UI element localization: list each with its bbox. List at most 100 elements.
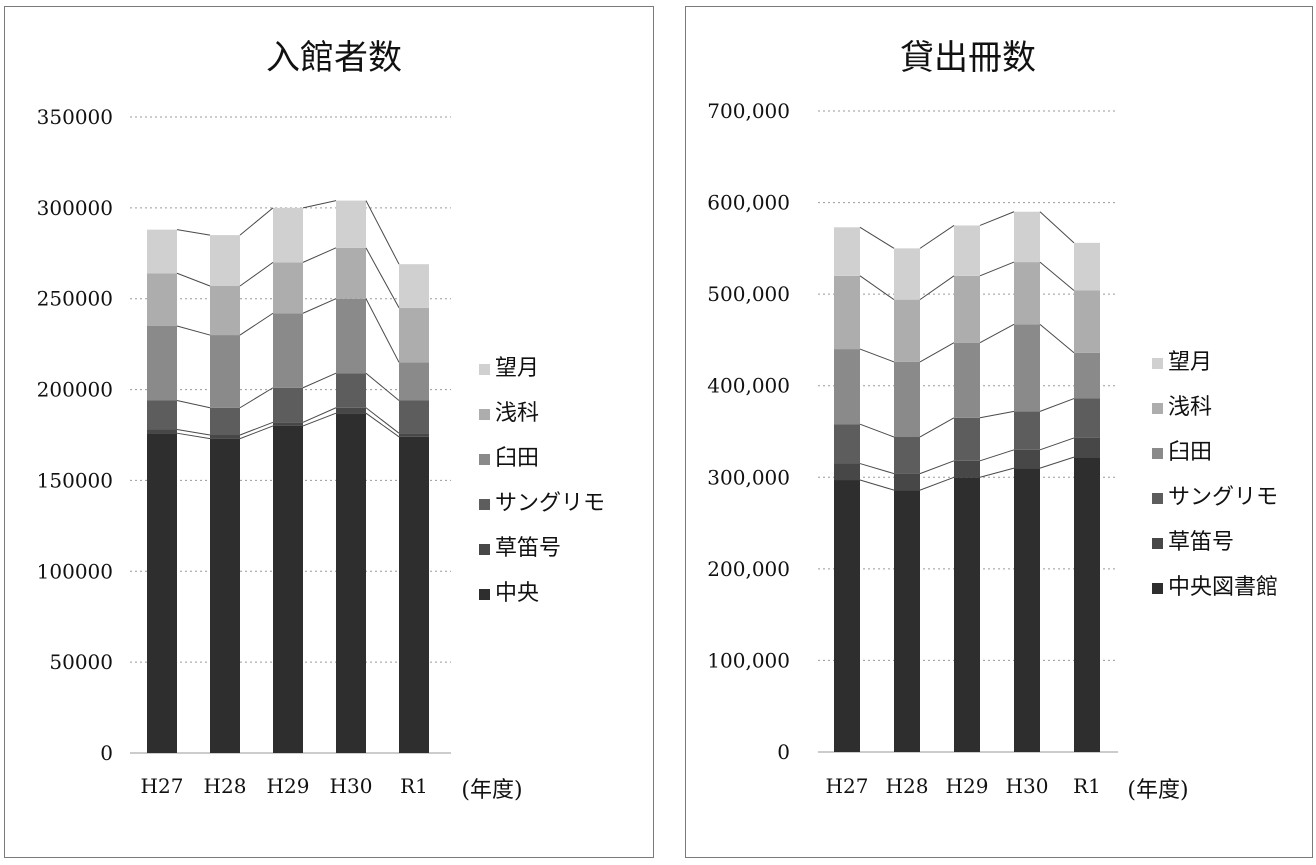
x-tick-label: H27	[826, 774, 869, 798]
y-tick-label: 150000	[37, 468, 113, 492]
series-connector-line	[365, 372, 400, 401]
series-connector-line	[919, 460, 955, 475]
legend-swatch	[1152, 583, 1163, 594]
series-connector-line	[859, 423, 895, 438]
bar-segment	[210, 335, 240, 408]
series-connector-line	[979, 323, 1015, 344]
bar-segment	[954, 460, 980, 478]
bar-segment	[273, 425, 303, 753]
series-connector-line	[302, 412, 337, 427]
series-connector-line	[302, 247, 337, 263]
series-connector-line	[239, 261, 274, 287]
series-connector-line	[1039, 211, 1075, 244]
series-connector-line	[859, 463, 895, 475]
series-connector-line	[919, 275, 955, 301]
series-connector-line	[1039, 456, 1075, 469]
bar-segment	[834, 227, 860, 276]
bar-segment	[273, 207, 303, 263]
bar-segment	[147, 433, 177, 753]
bar-segment	[273, 387, 303, 423]
series-connector-line	[176, 399, 211, 409]
y-tick-label: 200000	[37, 378, 113, 402]
x-tick-label: H28	[886, 774, 929, 798]
bar-segment	[894, 299, 920, 362]
legend-label: 中央図書館	[1168, 575, 1278, 600]
series-connector-line	[239, 425, 274, 440]
bar-segment	[1014, 262, 1040, 325]
bar-segment	[1014, 468, 1040, 752]
bar-segment	[399, 307, 429, 363]
bar-segment	[894, 436, 920, 474]
legend-label: 草笛号	[495, 536, 561, 561]
series-connector-line	[302, 372, 337, 389]
series-connector-line	[1039, 437, 1075, 451]
legend-label: サングリモ	[495, 491, 605, 516]
x-tick-label: H27	[141, 774, 184, 798]
bar-segment	[894, 490, 920, 752]
x-tick-label: H29	[267, 774, 310, 798]
series-connector-line	[979, 449, 1015, 462]
series-connector-line	[1039, 261, 1075, 291]
bar-segment	[210, 438, 240, 753]
bar-segment	[954, 225, 980, 276]
bar-segment	[336, 298, 366, 374]
bar-segment	[894, 361, 920, 437]
series-connector-line	[919, 342, 955, 363]
loans-chart: 貸出冊数 0 100,000 200,000 300,000 400,000 500,000…	[707, 38, 1278, 803]
visitors-chart: 入館者数 0 50000 100000 150000 200000 250000 300000…	[37, 38, 605, 803]
x-tick-label: H30	[1006, 774, 1049, 798]
series-connector-line	[1039, 323, 1075, 354]
bar-segment	[399, 436, 429, 753]
legend-label: 望月	[495, 356, 539, 381]
series-connector-line	[919, 417, 955, 438]
y-tick-label: 300000	[37, 196, 113, 220]
series-connector-line	[176, 325, 211, 336]
series-connector-line	[302, 298, 337, 314]
legend-label: 臼田	[495, 446, 539, 471]
bar-segment	[1074, 398, 1100, 438]
series-connector-line	[239, 207, 274, 236]
chart-title: 入館者数	[266, 38, 402, 78]
legend-swatch	[479, 544, 490, 555]
series-connector-line	[979, 410, 1015, 419]
x-axis-title: (年度)	[461, 778, 522, 803]
series-connector-line	[239, 312, 274, 336]
bar-segment	[1074, 290, 1100, 353]
bar-segment	[273, 422, 303, 426]
bar-segment	[336, 200, 366, 248]
bar-segment	[147, 325, 177, 401]
legend-label: 望月	[1168, 350, 1212, 375]
x-tick-label: H28	[204, 774, 247, 798]
y-tick-label: 300,000	[707, 465, 790, 489]
bar-segment	[954, 275, 980, 343]
legend-label: 臼田	[1168, 440, 1212, 465]
legend-label: サングリモ	[1168, 485, 1278, 510]
y-tick-label: 100000	[37, 559, 113, 583]
bar-segment	[1014, 211, 1040, 263]
bar-segment	[399, 264, 429, 308]
series-connector-line	[859, 479, 895, 491]
bar-segment	[336, 407, 366, 414]
legend-swatch	[479, 589, 490, 600]
bar-segment	[834, 349, 860, 425]
bar-segment	[954, 417, 980, 461]
legend-label: 草笛号	[1168, 530, 1234, 555]
bar-segment	[1074, 242, 1100, 291]
x-tick-label: R1	[400, 774, 428, 798]
legend-swatch	[1152, 358, 1163, 369]
bar-segment	[273, 313, 303, 388]
bar-segment	[1074, 457, 1100, 752]
bar-segment	[399, 400, 429, 434]
x-axis-title: (年度)	[1127, 778, 1188, 803]
bar-segment	[399, 433, 429, 437]
y-tick-label: 600,000	[707, 191, 790, 215]
bar-segment	[210, 435, 240, 439]
bar-segment	[1014, 324, 1040, 412]
series-connector-line	[176, 272, 211, 287]
chart-title: 貸出冊数	[900, 38, 1036, 78]
bar-segment	[1074, 437, 1100, 458]
series-connector-line	[302, 407, 337, 423]
series-connector-line	[919, 225, 955, 249]
y-tick-label: 0	[100, 741, 113, 765]
bar-segment	[210, 407, 240, 435]
